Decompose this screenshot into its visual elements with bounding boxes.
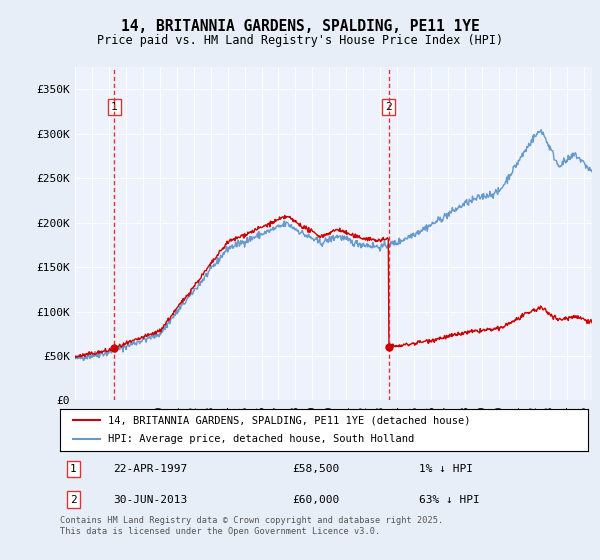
Text: 63% ↓ HPI: 63% ↓ HPI bbox=[419, 494, 480, 505]
Text: 1: 1 bbox=[70, 464, 77, 474]
Text: Price paid vs. HM Land Registry's House Price Index (HPI): Price paid vs. HM Land Registry's House … bbox=[97, 34, 503, 48]
Text: Contains HM Land Registry data © Crown copyright and database right 2025.
This d: Contains HM Land Registry data © Crown c… bbox=[60, 516, 443, 536]
Text: 14, BRITANNIA GARDENS, SPALDING, PE11 1YE: 14, BRITANNIA GARDENS, SPALDING, PE11 1Y… bbox=[121, 20, 479, 34]
Text: 2: 2 bbox=[385, 102, 392, 112]
Text: 1: 1 bbox=[111, 102, 118, 112]
Text: 1% ↓ HPI: 1% ↓ HPI bbox=[419, 464, 473, 474]
Text: 22-APR-1997: 22-APR-1997 bbox=[113, 464, 187, 474]
Text: 14, BRITANNIA GARDENS, SPALDING, PE11 1YE (detached house): 14, BRITANNIA GARDENS, SPALDING, PE11 1Y… bbox=[107, 415, 470, 425]
Text: 2: 2 bbox=[70, 494, 77, 505]
Text: £58,500: £58,500 bbox=[292, 464, 340, 474]
Text: 30-JUN-2013: 30-JUN-2013 bbox=[113, 494, 187, 505]
Text: £60,000: £60,000 bbox=[292, 494, 340, 505]
Text: HPI: Average price, detached house, South Holland: HPI: Average price, detached house, Sout… bbox=[107, 435, 414, 445]
